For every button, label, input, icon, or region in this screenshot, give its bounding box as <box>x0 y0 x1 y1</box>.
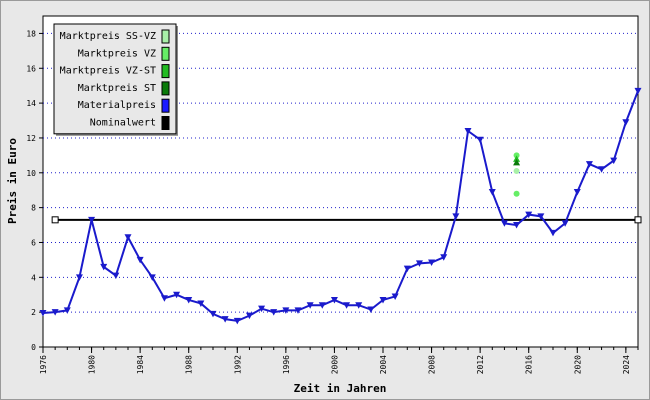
materialpreis-point <box>245 312 253 320</box>
x-tick-label: 1996 <box>282 355 291 374</box>
materialpreis-point <box>185 296 193 304</box>
materialpreis-point <box>622 119 630 126</box>
y-tick-label: 0 <box>31 343 36 352</box>
materialpreis-point <box>561 220 569 227</box>
legend-label: Marktpreis VZ <box>78 48 156 59</box>
legend-swatch <box>161 81 170 96</box>
marktpreis-st-point <box>513 158 521 166</box>
materialpreis-point <box>537 213 545 220</box>
materialpreis-point <box>367 306 375 314</box>
materialpreis-point <box>197 300 205 307</box>
materialpreis-point <box>403 265 411 273</box>
materialpreis-point <box>355 302 363 309</box>
legend-swatch <box>161 98 170 113</box>
legend: Marktpreis SS-VZ Marktpreis VZ Marktpreis … <box>53 23 178 136</box>
legend-label: Marktpreis ST <box>78 83 156 94</box>
series-layer <box>39 87 642 325</box>
x-tick-label: 2012 <box>476 355 485 374</box>
nominalwert-marker <box>634 216 642 224</box>
marktpreis-vz-st-point <box>513 155 521 162</box>
y-tick-label: 12 <box>26 134 36 143</box>
x-tick-label: 1984 <box>136 355 145 374</box>
materialpreis-point <box>343 302 351 309</box>
materialpreis-point <box>318 302 326 309</box>
y-tick-label: 2 <box>31 308 36 317</box>
x-tick-label: 2016 <box>525 355 534 374</box>
legend-label: Marktpreis VZ-ST <box>60 66 156 77</box>
materialpreis-point <box>148 274 156 281</box>
x-tick-label: 2004 <box>379 355 388 374</box>
materialpreis-point <box>63 307 71 314</box>
materialpreis-point <box>549 229 557 237</box>
legend-label: Marktpreis SS-VZ <box>60 31 156 42</box>
materialpreis-point <box>294 307 302 314</box>
materialpreis-point <box>464 127 472 135</box>
y-axis-title: Preis in Euro <box>6 138 19 224</box>
legend-label: Nominalwert <box>90 118 156 129</box>
y-tick-label: 18 <box>26 29 36 38</box>
materialpreis-point <box>513 222 521 229</box>
materialpreis-point <box>258 305 266 313</box>
materialpreis-point <box>500 220 508 227</box>
x-tick-label: 1976 <box>39 355 48 374</box>
legend-swatch <box>161 29 170 44</box>
x-axis-title: Zeit in Jahren <box>294 382 387 395</box>
materialpreis-point <box>610 157 618 165</box>
legend-label: Materialpreis <box>78 100 156 111</box>
legend-swatch <box>161 64 170 79</box>
y-tick-label: 16 <box>26 64 36 73</box>
materialpreis-point <box>124 234 132 241</box>
y-tick-label: 6 <box>31 238 36 247</box>
materialpreis-point <box>100 263 108 271</box>
materialpreis-point <box>415 260 423 267</box>
materialpreis-point <box>75 274 83 281</box>
materialpreis-point <box>598 166 606 173</box>
materialpreis-point <box>160 295 168 302</box>
materialpreis-point <box>112 272 120 280</box>
materialpreis-point <box>282 307 290 314</box>
materialpreis-point <box>306 302 314 309</box>
materialpreis-point <box>88 216 96 224</box>
y-tick-label: 4 <box>31 273 36 282</box>
y-tick-label: 10 <box>26 169 36 178</box>
materialpreis-point <box>173 291 181 299</box>
materialpreis-point <box>428 259 436 267</box>
materialpreis-point <box>525 211 533 219</box>
x-tick-label: 2024 <box>622 355 631 374</box>
x-tick-label: 2020 <box>573 355 582 374</box>
materialpreis-point <box>452 213 460 220</box>
materialpreis-point <box>573 188 581 196</box>
materialpreis-point <box>476 136 484 144</box>
materialpreis-point <box>330 296 338 304</box>
y-tick-label: 8 <box>31 204 36 213</box>
materialpreis-point <box>379 296 387 304</box>
y-tick-label: 14 <box>26 99 36 108</box>
materialpreis-point <box>440 254 448 261</box>
materialpreis-point <box>391 293 399 300</box>
materialpreis-point <box>488 188 496 196</box>
x-tick-label: 2008 <box>428 355 437 374</box>
marktpreis-vz-point <box>513 190 520 197</box>
materialpreis-point <box>136 256 144 264</box>
legend-swatch <box>161 46 170 61</box>
x-tick-label: 1988 <box>185 355 194 374</box>
materialpreis-point <box>221 316 229 323</box>
materialpreis-point <box>585 161 593 168</box>
materialpreis-point <box>209 310 217 318</box>
materialpreis-point <box>270 309 278 316</box>
materialpreis-point <box>634 87 642 95</box>
x-axis-ticks: 1976 1980 1984 1988 1992 1996 2000 2004 2008 2012… <box>39 347 639 374</box>
marktpreis-ss-vz-point <box>513 168 520 175</box>
nominalwert-marker <box>51 216 59 224</box>
x-tick-label: 1992 <box>233 355 242 374</box>
materialpreis-point <box>39 310 47 317</box>
x-tick-label: 2000 <box>330 355 339 374</box>
legend-swatch <box>161 116 170 130</box>
materialpreis-point <box>51 309 59 316</box>
legend-box <box>53 23 177 135</box>
x-tick-label: 1980 <box>88 355 97 374</box>
y-axis-ticks: 0 2 4 6 8 10 12 14 16 18 <box>26 29 43 352</box>
materialpreis-point <box>233 317 241 325</box>
